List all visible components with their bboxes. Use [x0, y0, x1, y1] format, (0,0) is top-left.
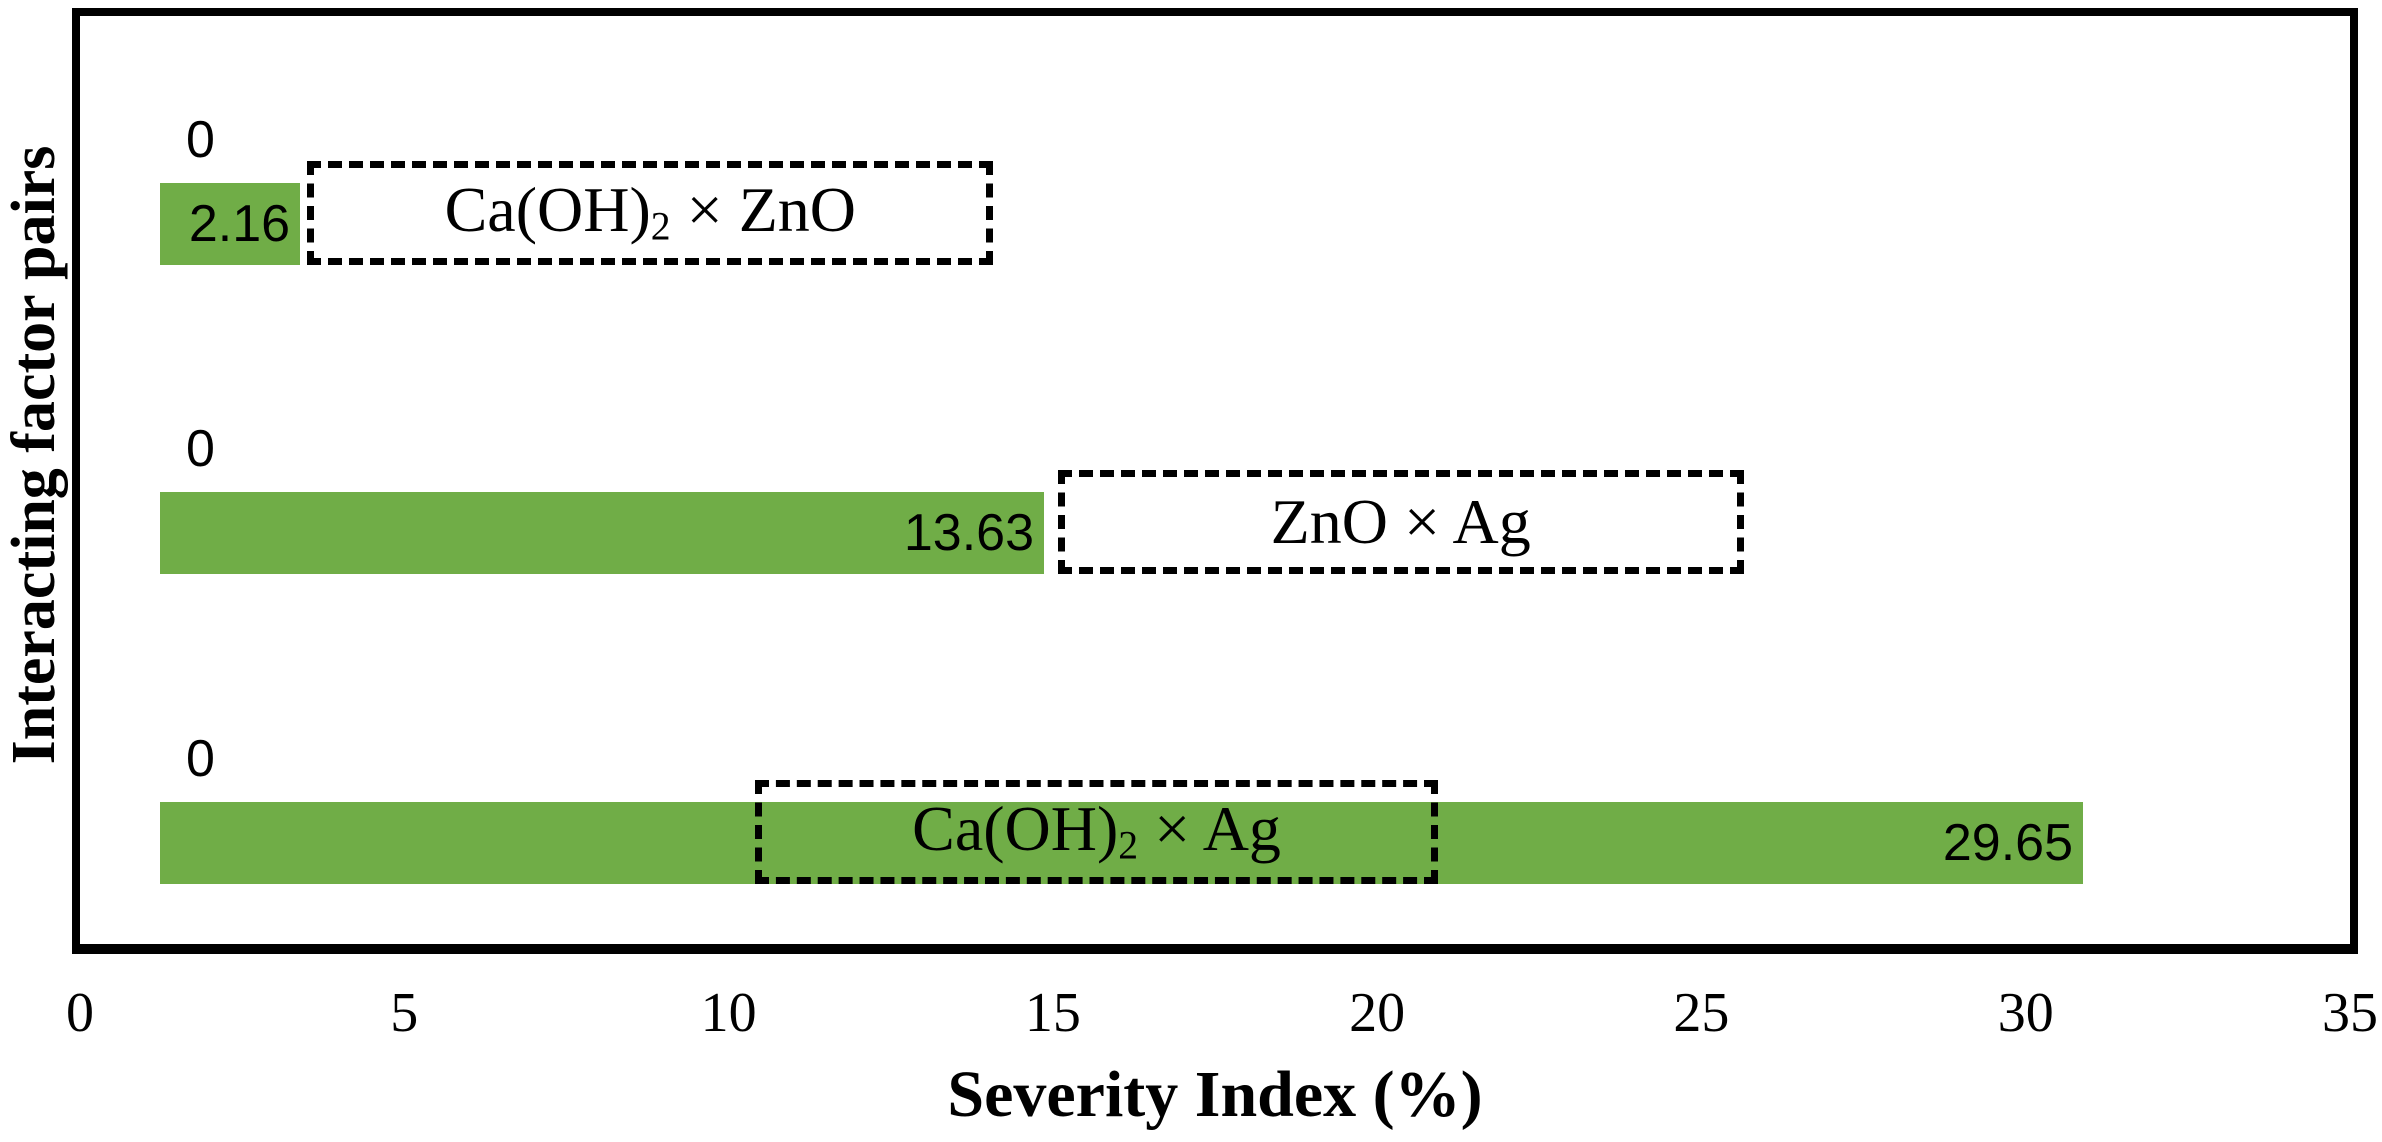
- plot-area: 2.16 0 13.63 0 29.65 0 Ca(OH)2 × ZnO ZnO × Ag Ca…: [160, 32, 2382, 960]
- bar-value-label: 29.65: [1942, 813, 2073, 872]
- x-tick-label: 10: [700, 982, 757, 1044]
- chart-frame: 2.16 0 13.63 0 29.65 0 Ca(OH)2 × ZnO ZnO × Ag Ca…: [72, 8, 2358, 954]
- severity-bar: 29.65: [160, 801, 2083, 884]
- zero-series-label: 0: [186, 420, 215, 479]
- zero-series-label: 0: [186, 729, 215, 788]
- zero-series-label: 0: [186, 111, 215, 169]
- factor-pair-annotation-label: ZnO × Ag: [1270, 486, 1531, 558]
- factor-pair-annotation-box: Ca(OH)2 × ZnO: [307, 161, 994, 265]
- x-tick-label: 35: [2322, 982, 2378, 1044]
- x-tick-label: 30: [1997, 982, 2054, 1044]
- y-axis-title: Interacting factor pairs: [0, 145, 68, 765]
- bar-value-label: 2.16: [188, 195, 291, 253]
- x-tick-label: 0: [66, 982, 94, 1044]
- factor-pair-annotation-label: Ca(OH)2 × Ag: [912, 792, 1281, 868]
- factor-pair-annotation-box: ZnO × Ag: [1057, 470, 1744, 575]
- x-tick-label: 5: [390, 982, 419, 1044]
- subscript-digit: 2: [1118, 823, 1139, 868]
- subscript-digit: 2: [650, 205, 671, 250]
- x-axis-title: Severity Index (%): [947, 1058, 1483, 1131]
- x-tick-label: 15: [1024, 982, 1081, 1044]
- severity-bar: 13.63: [160, 492, 1044, 575]
- severity-bar: 2.16: [160, 183, 301, 265]
- x-tick-label: 25: [1673, 982, 1730, 1044]
- factor-pair-annotation-label: Ca(OH)2 × ZnO: [444, 174, 857, 250]
- factor-pair-annotation-box: Ca(OH)2 × Ag: [755, 779, 1438, 884]
- bar-value-label: 13.63: [903, 504, 1034, 563]
- x-tick-label: 20: [1349, 982, 1406, 1044]
